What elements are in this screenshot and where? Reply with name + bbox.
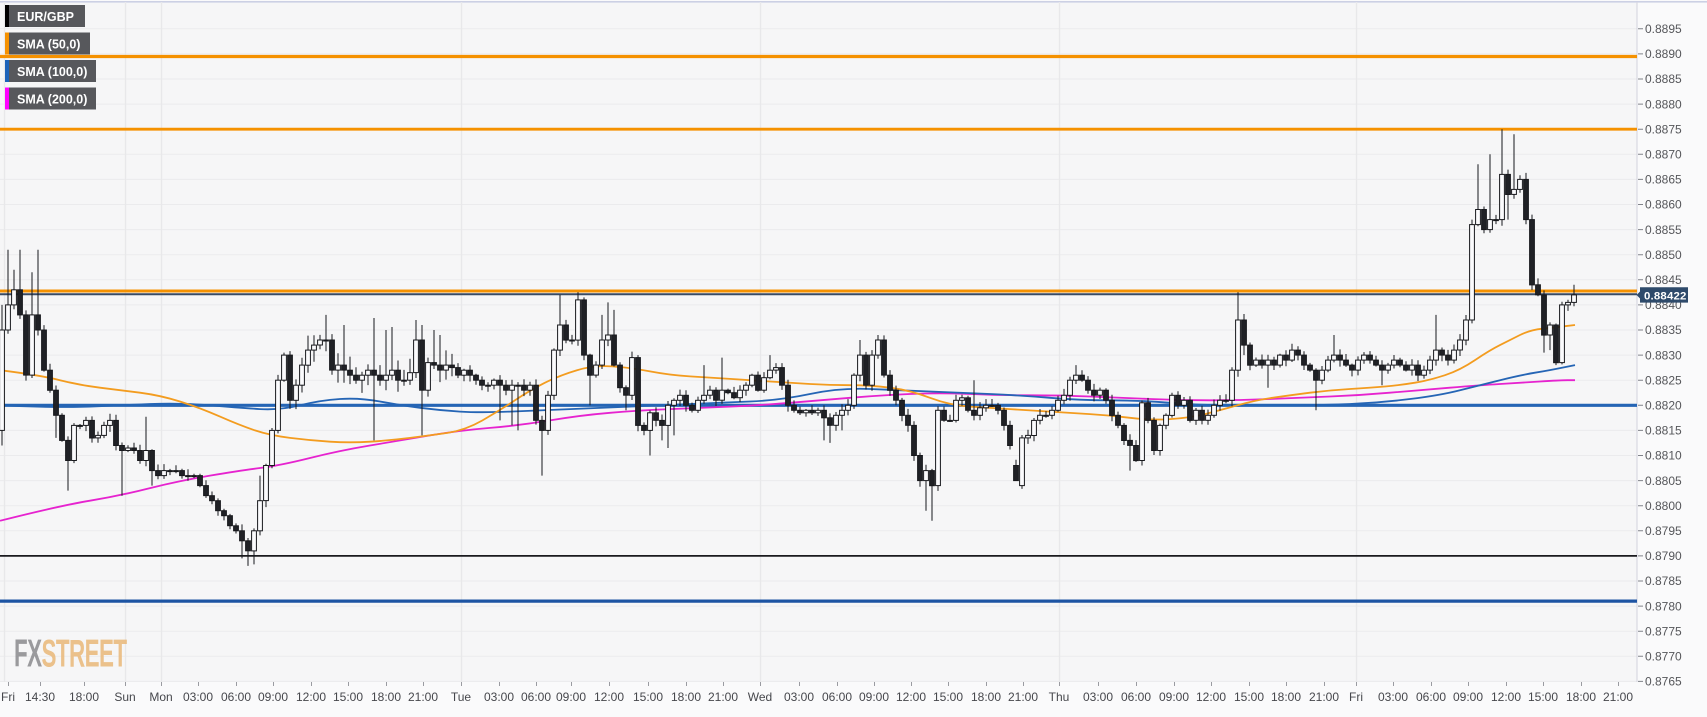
svg-text:18:00: 18:00 [1566, 690, 1596, 704]
svg-text:15:00: 15:00 [333, 690, 363, 704]
svg-text:18:00: 18:00 [1271, 690, 1301, 704]
svg-text:Wed: Wed [748, 690, 772, 704]
svg-text:0.8865: 0.8865 [1645, 173, 1682, 187]
svg-text:0.88422: 0.88422 [1644, 291, 1687, 303]
svg-text:0.8880: 0.8880 [1645, 97, 1682, 111]
svg-text:SMA (200,0): SMA (200,0) [17, 93, 87, 107]
svg-text:15:00: 15:00 [1234, 690, 1264, 704]
svg-text:0.8785: 0.8785 [1645, 574, 1682, 588]
svg-text:0.8860: 0.8860 [1645, 198, 1682, 212]
svg-text:15:00: 15:00 [633, 690, 663, 704]
svg-text:0.8765: 0.8765 [1645, 675, 1682, 689]
svg-text:12:00: 12:00 [896, 690, 926, 704]
svg-text:21:00: 21:00 [1309, 690, 1339, 704]
svg-text:0.8770: 0.8770 [1645, 650, 1682, 664]
svg-text:FXSTREET: FXSTREET [14, 631, 127, 675]
svg-text:EUR/GBP: EUR/GBP [17, 10, 74, 24]
svg-text:18:00: 18:00 [371, 690, 401, 704]
svg-text:0.8815: 0.8815 [1645, 424, 1682, 438]
svg-text:0.8805: 0.8805 [1645, 474, 1682, 488]
svg-text:0.8845: 0.8845 [1645, 273, 1682, 287]
svg-text:12:00: 12:00 [1491, 690, 1521, 704]
svg-text:0.8855: 0.8855 [1645, 223, 1682, 237]
svg-text:18:00: 18:00 [971, 690, 1001, 704]
svg-text:Sun: Sun [114, 690, 135, 704]
svg-text:Tue: Tue [451, 690, 472, 704]
svg-text:06:00: 06:00 [521, 690, 551, 704]
svg-text:03:00: 03:00 [1083, 690, 1113, 704]
svg-text:0.8810: 0.8810 [1645, 449, 1682, 463]
svg-text:Fri: Fri [1349, 690, 1363, 704]
svg-text:12:00: 12:00 [594, 690, 624, 704]
svg-text:21:00: 21:00 [1008, 690, 1038, 704]
svg-text:09:00: 09:00 [1453, 690, 1483, 704]
svg-text:06:00: 06:00 [822, 690, 852, 704]
svg-text:0.8870: 0.8870 [1645, 148, 1682, 162]
svg-text:15:00: 15:00 [933, 690, 963, 704]
svg-text:0.8895: 0.8895 [1645, 22, 1682, 36]
svg-text:0.8800: 0.8800 [1645, 499, 1682, 513]
svg-text:03:00: 03:00 [484, 690, 514, 704]
svg-text:0.8820: 0.8820 [1645, 399, 1682, 413]
svg-text:14:30: 14:30 [25, 690, 55, 704]
svg-text:06:00: 06:00 [221, 690, 251, 704]
svg-text:03:00: 03:00 [1378, 690, 1408, 704]
svg-text:0.8875: 0.8875 [1645, 122, 1682, 136]
svg-text:09:00: 09:00 [556, 690, 586, 704]
svg-text:03:00: 03:00 [183, 690, 213, 704]
svg-text:18:00: 18:00 [671, 690, 701, 704]
svg-text:0.8795: 0.8795 [1645, 524, 1682, 538]
svg-text:0.8780: 0.8780 [1645, 599, 1682, 613]
svg-text:21:00: 21:00 [1603, 690, 1633, 704]
svg-text:12:00: 12:00 [296, 690, 326, 704]
svg-text:03:00: 03:00 [784, 690, 814, 704]
svg-text:0.8830: 0.8830 [1645, 348, 1682, 362]
svg-text:0.8775: 0.8775 [1645, 624, 1682, 638]
svg-text:12:00: 12:00 [1196, 690, 1226, 704]
svg-text:15:00: 15:00 [1528, 690, 1558, 704]
svg-text:21:00: 21:00 [708, 690, 738, 704]
svg-text:SMA (100,0): SMA (100,0) [17, 65, 87, 79]
svg-text:09:00: 09:00 [859, 690, 889, 704]
svg-text:18:00: 18:00 [69, 690, 99, 704]
svg-text:0.8885: 0.8885 [1645, 72, 1682, 86]
svg-text:06:00: 06:00 [1121, 690, 1151, 704]
svg-text:0.8790: 0.8790 [1645, 549, 1682, 563]
svg-text:Fri: Fri [1, 690, 15, 704]
svg-text:09:00: 09:00 [1159, 690, 1189, 704]
svg-text:09:00: 09:00 [258, 690, 288, 704]
svg-text:0.8835: 0.8835 [1645, 323, 1682, 337]
svg-text:06:00: 06:00 [1416, 690, 1446, 704]
svg-text:Thu: Thu [1049, 690, 1070, 704]
svg-text:SMA (50,0): SMA (50,0) [17, 38, 80, 52]
svg-text:0.8890: 0.8890 [1645, 47, 1682, 61]
svg-text:0.8825: 0.8825 [1645, 373, 1682, 387]
svg-text:21:00: 21:00 [408, 690, 438, 704]
svg-text:Mon: Mon [149, 690, 172, 704]
svg-text:0.8850: 0.8850 [1645, 248, 1682, 262]
